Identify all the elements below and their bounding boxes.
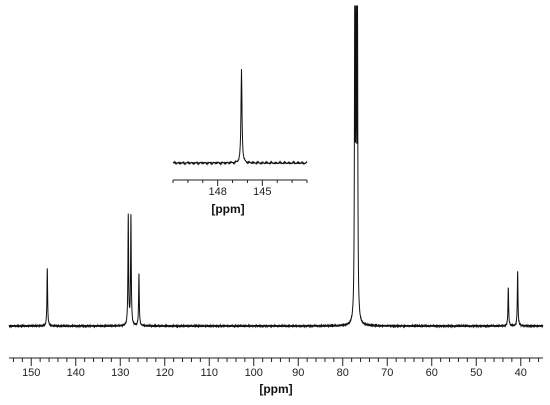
main-x-axis-ticks: 150 140 130 120 110 100 90 80 70 60 50 40 [12,358,540,379]
x-tick-label: 110 [200,367,218,379]
inset-x-axis-title: [ppm] [211,202,244,216]
x-tick-label: 70 [381,367,393,379]
x-tick-label: 50 [470,367,482,379]
x-tick-label: 148 [208,186,226,198]
inset-x-axis-ticks: 148 145 [172,180,308,198]
x-tick-label: 40 [515,367,527,379]
x-tick-label: 120 [156,367,174,379]
x-tick-label: 150 [22,367,40,379]
x-tick-label: 80 [337,367,349,379]
main-x-axis-title: [ppm] [259,382,292,396]
x-tick-label: 90 [292,367,304,379]
x-tick-label: 130 [111,367,129,379]
inset-spectrum-line [172,68,308,166]
x-tick-label: 100 [245,367,263,379]
main-spectrum-line [8,5,544,329]
x-tick-label: 145 [253,186,271,198]
x-tick-label: 140 [67,367,85,379]
x-tick-label: 60 [426,367,438,379]
